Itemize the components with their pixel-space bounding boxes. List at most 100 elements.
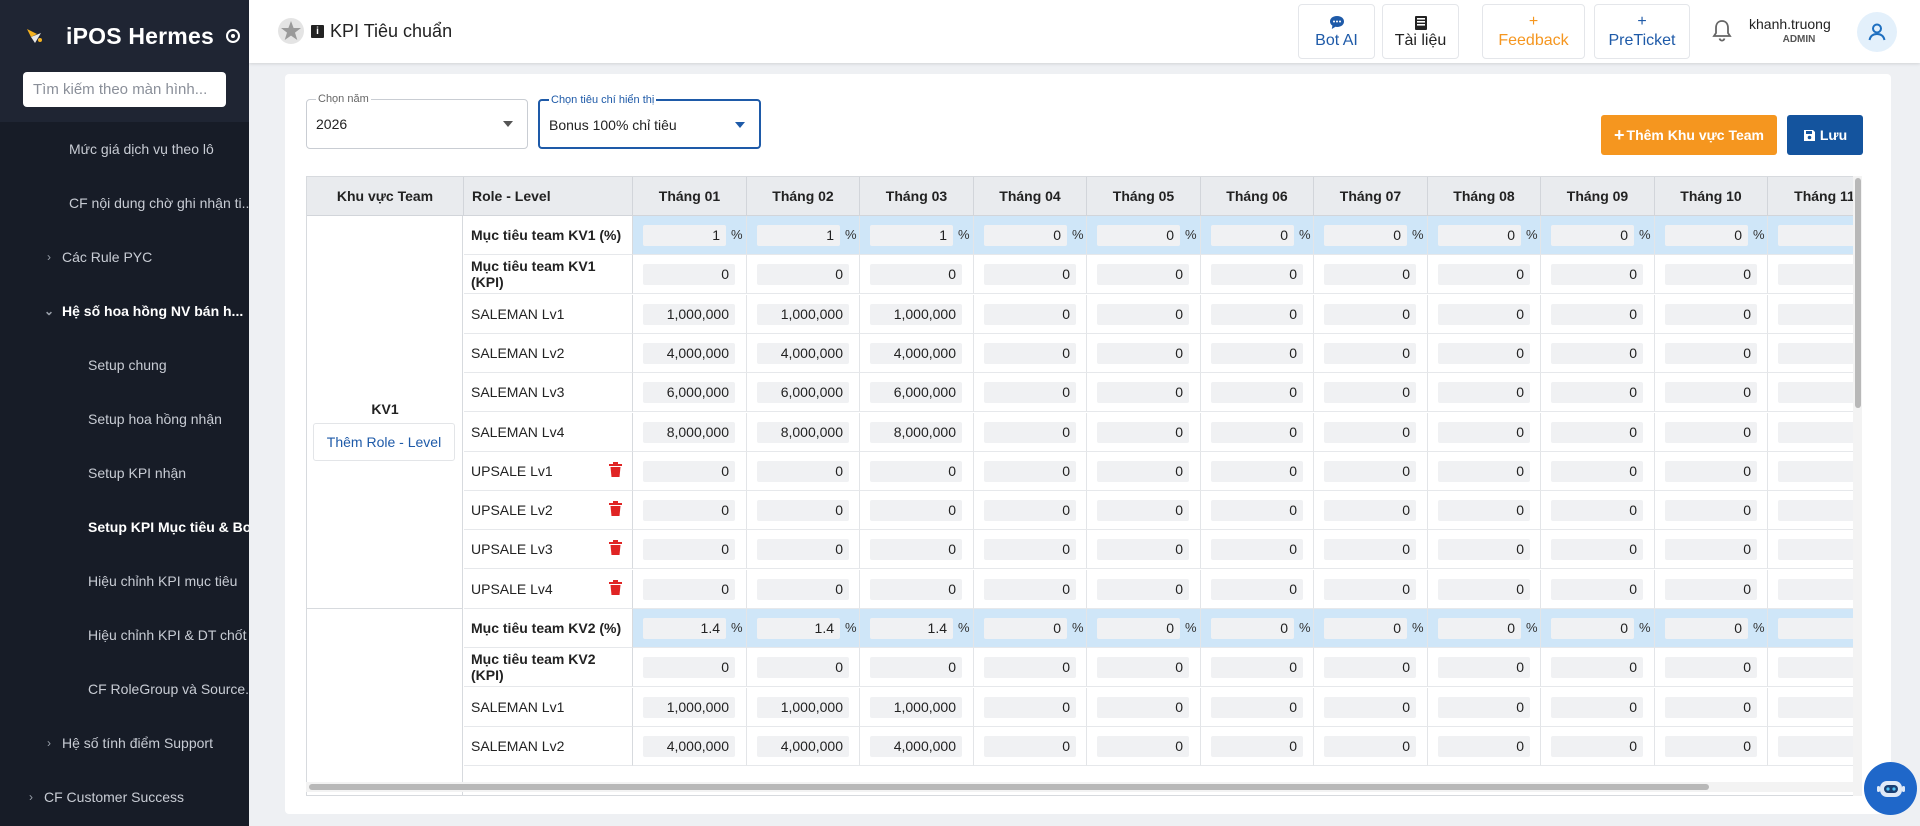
scrollbar-thumb[interactable] bbox=[309, 784, 1709, 790]
sidebar-item[interactable]: Mức giá dịch vụ theo lô bbox=[0, 122, 249, 176]
month-value-input[interactable]: 0 bbox=[1324, 500, 1416, 522]
month-value-input[interactable]: 0 bbox=[1438, 342, 1530, 364]
avatar[interactable] bbox=[1857, 12, 1897, 52]
month-value-input[interactable]: 1,000,000 bbox=[757, 696, 849, 718]
month-value-input[interactable]: 0 bbox=[1211, 264, 1303, 286]
month-value-input[interactable]: 0 bbox=[1438, 460, 1530, 482]
month-value-input[interactable]: 0 bbox=[1097, 382, 1189, 404]
month-value-input[interactable]: 0 bbox=[1211, 342, 1303, 364]
sidebar-item[interactable]: › Hệ số tính điểm Support bbox=[0, 716, 249, 770]
month-value-input[interactable]: 6,000,000 bbox=[870, 382, 962, 404]
month-value-input[interactable] bbox=[1778, 618, 1861, 639]
month-value-input[interactable]: 1.4 bbox=[643, 618, 726, 639]
month-value-input[interactable]: 1.4 bbox=[757, 618, 840, 639]
month-value-input[interactable]: 0 bbox=[1665, 342, 1757, 364]
month-value-input[interactable] bbox=[1778, 421, 1861, 443]
month-value-input[interactable]: 8,000,000 bbox=[870, 421, 962, 443]
month-value-input[interactable]: 0 bbox=[1097, 421, 1189, 443]
sidebar-item[interactable]: CF nội dung chờ ghi nhận ti... bbox=[0, 176, 249, 230]
month-value-input[interactable]: 0 bbox=[1551, 460, 1643, 482]
sidebar-item[interactable]: Setup chung bbox=[0, 338, 249, 392]
month-value-input[interactable]: 0 bbox=[984, 460, 1076, 482]
month-value-input[interactable]: 0 bbox=[1097, 657, 1189, 679]
month-value-input[interactable]: 0 bbox=[643, 657, 735, 679]
trash-icon[interactable] bbox=[609, 501, 622, 517]
preticket-button[interactable]: + PreTicket bbox=[1594, 4, 1690, 59]
month-value-input[interactable]: 0 bbox=[1097, 342, 1189, 364]
add-team-area-button[interactable]: + Thêm Khu vực Team bbox=[1601, 115, 1777, 155]
month-value-input[interactable]: 0 bbox=[643, 500, 735, 522]
month-value-input[interactable] bbox=[1778, 303, 1861, 325]
vertical-scrollbar[interactable] bbox=[1853, 176, 1862, 796]
month-value-input[interactable]: 0 bbox=[1665, 500, 1757, 522]
month-value-input[interactable]: 0 bbox=[1551, 578, 1643, 600]
month-value-input[interactable]: 0 bbox=[1211, 460, 1303, 482]
sidebar-item[interactable]: Setup KPI nhận bbox=[0, 446, 249, 500]
sidebar-item[interactable]: CF RoleGroup và Source... bbox=[0, 662, 249, 716]
user-info[interactable]: khanh.truong ADMIN bbox=[1749, 16, 1831, 45]
month-value-input[interactable]: 0 bbox=[643, 578, 735, 600]
month-value-input[interactable]: 0 bbox=[1551, 696, 1643, 718]
sidebar-search-input[interactable] bbox=[33, 81, 216, 98]
month-value-input[interactable]: 0 bbox=[1551, 735, 1643, 757]
month-value-input[interactable]: 1,000,000 bbox=[757, 303, 849, 325]
month-value-input[interactable]: 0 bbox=[1324, 382, 1416, 404]
month-value-input[interactable]: 0 bbox=[984, 578, 1076, 600]
month-value-input[interactable]: 1,000,000 bbox=[870, 303, 962, 325]
trash-icon[interactable] bbox=[609, 461, 622, 477]
month-value-input[interactable]: 0 bbox=[1324, 264, 1416, 286]
month-value-input[interactable]: 0 bbox=[984, 225, 1067, 246]
month-value-input[interactable]: 0 bbox=[1665, 618, 1748, 639]
month-value-input[interactable]: 8,000,000 bbox=[757, 421, 849, 443]
feedback-button[interactable]: + Feedback bbox=[1482, 4, 1585, 59]
month-value-input[interactable]: 4,000,000 bbox=[757, 342, 849, 364]
month-value-input[interactable]: 0 bbox=[1211, 382, 1303, 404]
month-value-input[interactable]: 0 bbox=[643, 460, 735, 482]
sidebar-search[interactable] bbox=[23, 72, 226, 107]
month-value-input[interactable]: 0 bbox=[1438, 578, 1530, 600]
month-value-input[interactable]: 1 bbox=[757, 225, 840, 246]
month-value-input[interactable]: 0 bbox=[1438, 225, 1521, 246]
month-value-input[interactable]: 0 bbox=[984, 735, 1076, 757]
trash-icon[interactable] bbox=[609, 540, 622, 556]
month-value-input[interactable]: 6,000,000 bbox=[643, 382, 735, 404]
month-value-input[interactable] bbox=[1778, 578, 1861, 600]
month-value-input[interactable]: 0 bbox=[1551, 539, 1643, 561]
month-value-input[interactable]: 0 bbox=[1211, 618, 1294, 639]
sidebar-item[interactable]: Hiệu chỉnh KPI mục tiêu bbox=[0, 554, 249, 608]
add-role-level-button[interactable]: Thêm Role - Level bbox=[313, 422, 455, 461]
month-value-input[interactable]: 0 bbox=[1438, 735, 1530, 757]
month-value-input[interactable]: 0 bbox=[1324, 618, 1407, 639]
radio-dot-icon[interactable] bbox=[225, 29, 240, 43]
month-value-input[interactable]: 0 bbox=[1324, 735, 1416, 757]
month-value-input[interactable]: 0 bbox=[984, 618, 1067, 639]
month-value-input[interactable]: 0 bbox=[757, 500, 849, 522]
month-value-input[interactable]: 0 bbox=[1438, 657, 1530, 679]
month-value-input[interactable] bbox=[1778, 225, 1861, 246]
month-value-input[interactable]: 0 bbox=[1097, 460, 1189, 482]
month-value-input[interactable] bbox=[1778, 539, 1861, 561]
month-value-input[interactable]: 0 bbox=[1665, 696, 1757, 718]
month-value-input[interactable]: 0 bbox=[870, 578, 962, 600]
month-value-input[interactable]: 0 bbox=[1438, 500, 1530, 522]
month-value-input[interactable]: 0 bbox=[1324, 303, 1416, 325]
month-value-input[interactable]: 0 bbox=[1211, 500, 1303, 522]
month-value-input[interactable]: 0 bbox=[984, 539, 1076, 561]
sidebar-item[interactable]: › CF Customer Success bbox=[0, 770, 249, 824]
month-value-input[interactable]: 0 bbox=[1324, 578, 1416, 600]
month-value-input[interactable]: 1,000,000 bbox=[643, 696, 735, 718]
month-value-input[interactable]: 0 bbox=[1665, 303, 1757, 325]
chatbot-button[interactable] bbox=[1864, 762, 1917, 815]
month-value-input[interactable]: 0 bbox=[1665, 578, 1757, 600]
month-value-input[interactable]: 0 bbox=[1438, 421, 1530, 443]
month-value-input[interactable]: 0 bbox=[1097, 735, 1189, 757]
month-value-input[interactable]: 0 bbox=[1665, 657, 1757, 679]
month-value-input[interactable]: 1 bbox=[870, 225, 953, 246]
month-value-input[interactable]: 4,000,000 bbox=[643, 342, 735, 364]
month-value-input[interactable]: 0 bbox=[1097, 578, 1189, 600]
month-value-input[interactable]: 0 bbox=[870, 264, 962, 286]
month-value-input[interactable]: 0 bbox=[984, 382, 1076, 404]
month-value-input[interactable]: 0 bbox=[1211, 303, 1303, 325]
month-value-input[interactable]: 1,000,000 bbox=[643, 303, 735, 325]
month-value-input[interactable]: 0 bbox=[1211, 421, 1303, 443]
